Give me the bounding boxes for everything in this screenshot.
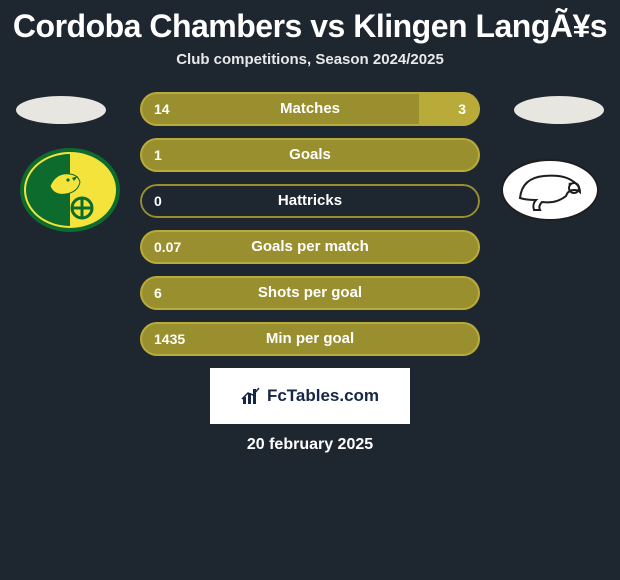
bar-chart-icon: [241, 386, 261, 406]
stat-bars-container: 143Matches 1Goals 0Hattricks 0.07Goals per …: [140, 92, 480, 356]
stat-label: Goals: [140, 138, 480, 172]
stat-label: Goals per match: [140, 230, 480, 264]
brand-name: FcTables.com: [267, 386, 379, 406]
stat-label: Min per goal: [140, 322, 480, 356]
stat-row: 1435Min per goal: [140, 322, 480, 356]
left-shadow-ellipse: [16, 96, 106, 124]
stat-label: Hattricks: [140, 184, 480, 218]
page-title: Cordoba Chambers vs Klingen LangÃ¥s: [0, 0, 620, 45]
right-shadow-ellipse: [514, 96, 604, 124]
stat-label: Matches: [140, 92, 480, 126]
stat-row: 1Goals: [140, 138, 480, 172]
stat-label: Shots per goal: [140, 276, 480, 310]
comparison-date: 20 february 2025: [0, 436, 620, 454]
brand-footer-box: FcTables.com: [210, 368, 410, 424]
page-subtitle: Club competitions, Season 2024/2025: [0, 51, 620, 68]
stat-row: 0Hattricks: [140, 184, 480, 218]
stat-row: 143Matches: [140, 92, 480, 126]
right-club-crest: [500, 148, 600, 232]
comparison-content: 143Matches 1Goals 0Hattricks 0.07Goals per …: [0, 92, 620, 356]
stat-row: 0.07Goals per match: [140, 230, 480, 264]
left-club-crest: [20, 148, 120, 232]
stat-row: 6Shots per goal: [140, 276, 480, 310]
